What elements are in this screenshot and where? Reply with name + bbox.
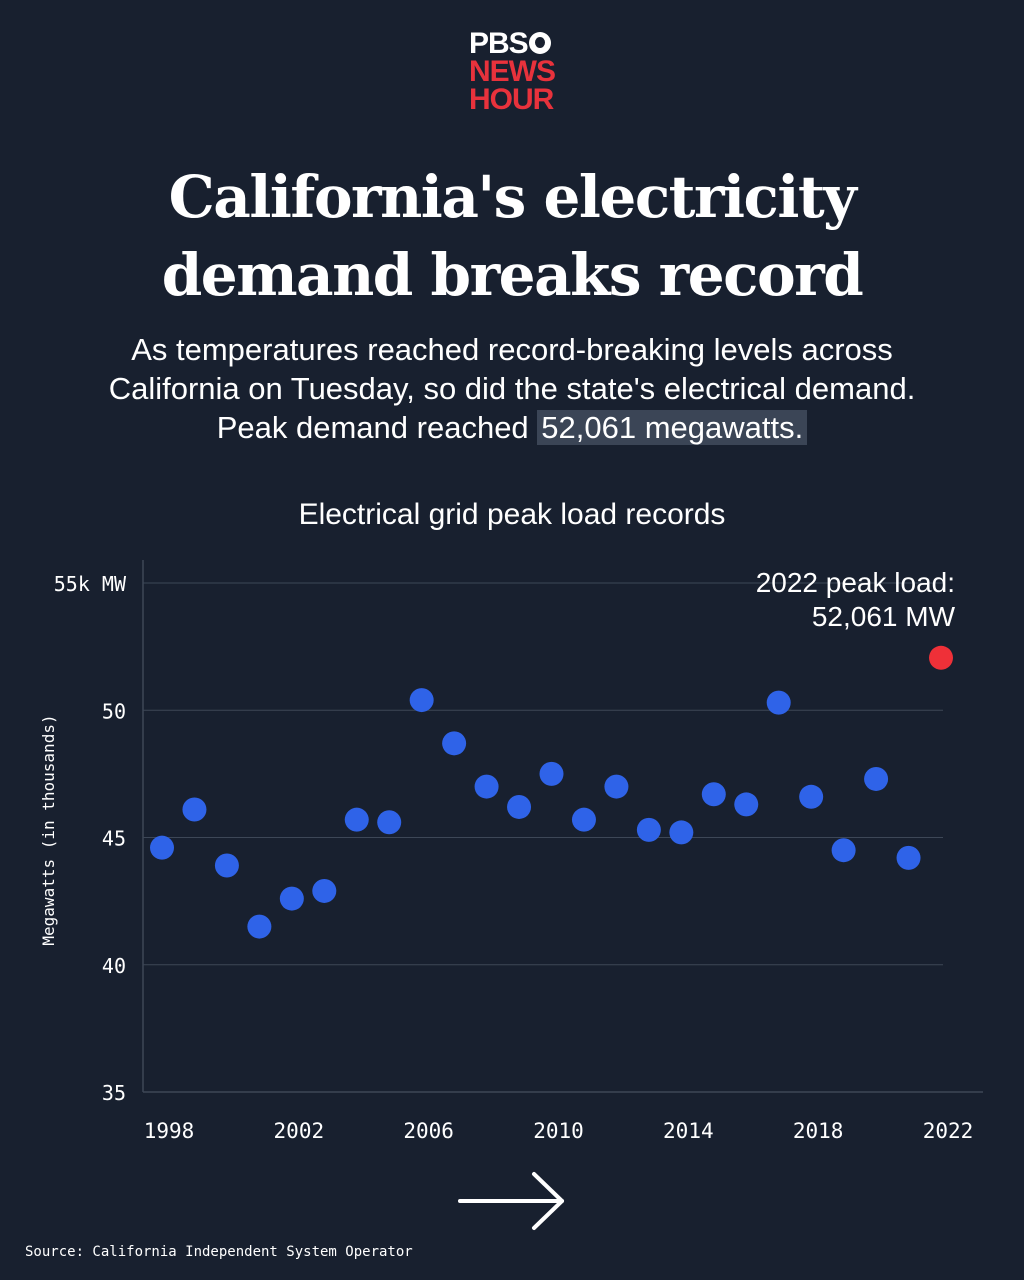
data-point: [766, 690, 791, 715]
x-tick-label: 2018: [793, 1119, 844, 1143]
x-tick-label: 2014: [663, 1119, 714, 1143]
data-point: [442, 731, 467, 756]
data-point: [734, 792, 759, 817]
y-tick-label: 55k MW: [54, 572, 127, 596]
data-point: [604, 774, 629, 799]
logo-hour-text: HOUR: [469, 83, 554, 116]
data-point: [701, 782, 726, 807]
logo-news-text: NEWS: [469, 55, 556, 88]
scatter-chart: 55k MW 50 45 40 35 1998 2002 2006 2010 2014 2018 2…: [39, 560, 983, 1143]
data-point: [669, 820, 694, 845]
x-tick-label: 2002: [274, 1119, 325, 1143]
subtitle-line3-text: Peak demand reached: [216, 410, 538, 445]
data-point: [539, 761, 564, 786]
data-point: [507, 794, 532, 819]
data-point: [409, 688, 434, 713]
data-point: [377, 810, 402, 835]
data-point: [344, 807, 369, 832]
x-tick-label: 2010: [533, 1119, 584, 1143]
x-tick-label: 2006: [403, 1119, 454, 1143]
y-tick-label: 50: [102, 699, 126, 723]
page-title-line2: demand breaks record: [161, 241, 864, 309]
page-title-line1: California's electricity: [168, 163, 857, 231]
data-point: [896, 845, 921, 870]
y-tick-label: 35: [102, 1081, 126, 1105]
data-point: [150, 835, 174, 860]
data-point: [474, 774, 499, 799]
subtitle-line2: California on Tuesday, so did the state'…: [108, 371, 916, 406]
data-point: [799, 784, 824, 809]
peak-annotation-line2: 52,061 MW: [812, 601, 956, 632]
pbs-head-icon: [528, 32, 551, 54]
data-points: [150, 645, 953, 939]
data-point: [864, 766, 889, 791]
logo-pbs-text: PBS: [469, 27, 529, 60]
data-point: [279, 886, 304, 911]
subtitle-line1: As temperatures reached record-breaking …: [131, 332, 893, 367]
data-point: [831, 838, 856, 863]
y-tick-label: 45: [102, 827, 126, 851]
chart-title: Electrical grid peak load records: [298, 498, 726, 531]
x-tick-label: 2022: [923, 1119, 974, 1143]
y-tick-label: 40: [102, 954, 126, 978]
x-tick-labels: 1998 2002 2006 2010 2014 2018 2022: [144, 1119, 974, 1143]
pbs-newshour-logo: PBS NEWS HOUR: [0, 27, 1024, 116]
data-point: [636, 817, 661, 842]
subtitle-line3: Peak demand reached 52,061 megawatts.: [0, 408, 1024, 447]
data-point: [247, 914, 272, 939]
x-tick-label: 1998: [144, 1119, 195, 1143]
grid-layer: [143, 582, 943, 966]
page-subtitle: As temperatures reached record-breaking …: [0, 330, 1024, 447]
highlight-data-point: [929, 645, 953, 670]
y-tick-labels: 55k MW 50 45 40 35: [54, 572, 127, 1105]
data-point: [571, 807, 596, 832]
peak-annotation-line1: 2022 peak load:: [756, 567, 955, 598]
source-note: Source: California Independent System Op…: [25, 1244, 413, 1260]
next-arrow-icon[interactable]: [458, 1170, 568, 1232]
data-point: [312, 878, 337, 903]
subtitle-highlight: 52,061 megawatts.: [537, 410, 808, 445]
data-point: [182, 797, 207, 822]
page-title: California's electricity demand breaks r…: [0, 158, 1024, 314]
data-point: [214, 853, 239, 878]
y-axis-label: Megawatts (in thousands): [39, 714, 58, 945]
